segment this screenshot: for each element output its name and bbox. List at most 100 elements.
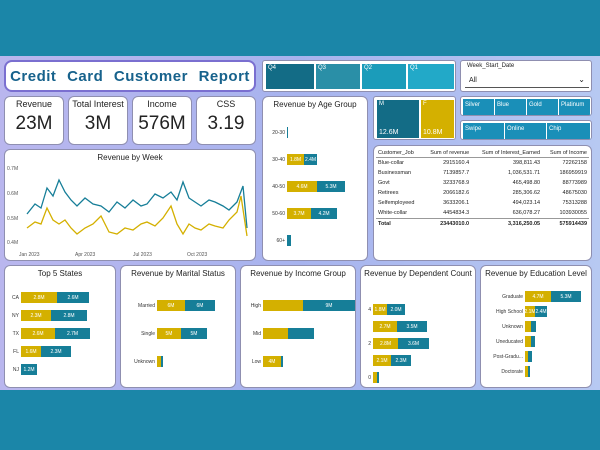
- kpi-css[interactable]: CSS 3.19: [196, 96, 256, 145]
- bar-segment-teal[interactable]: 5M: [181, 328, 207, 339]
- bar-segment-gold[interactable]: [263, 300, 303, 311]
- bar-segment-teal[interactable]: [528, 366, 530, 377]
- bar-segment-gold[interactable]: [525, 351, 528, 362]
- income-group-chart[interactable]: High 9M Mid Low 4M: [241, 266, 355, 387]
- bar-segment-gold[interactable]: 2.1M: [524, 306, 536, 317]
- bar-segment-teal[interactable]: [531, 336, 535, 347]
- bar-segment-teal[interactable]: 2.8M: [51, 310, 87, 321]
- bar-segment-gold[interactable]: 2.8M: [21, 292, 57, 303]
- bar-segment-gold[interactable]: 4M: [263, 356, 281, 367]
- age-group-chart[interactable]: 20-30 30-40 1.8M 2.4M 40-50 4.6M 5.3M 50-60 3.7M…: [263, 97, 367, 260]
- bar-segment-gold[interactable]: 6M: [157, 300, 185, 311]
- bar-segment-teal[interactable]: 3.5M: [397, 321, 427, 332]
- bar-segment-teal[interactable]: [377, 372, 379, 383]
- bar-segment-gold[interactable]: 2.3M: [21, 310, 51, 321]
- bar-segment-teal[interactable]: [281, 356, 283, 367]
- kpi-revenue[interactable]: Revenue 23M: [4, 96, 64, 145]
- chart-title: Revenue by Age Group: [273, 100, 357, 109]
- bar-segment-teal[interactable]: 4.2M: [311, 208, 337, 219]
- bar-segment-teal[interactable]: 9M: [303, 300, 355, 311]
- education-level-chart[interactable]: Graduate 4.7M 5.3M High School 2.1M 2.4M Unkno…: [481, 266, 591, 387]
- bar-segment-teal[interactable]: 1.2M: [21, 364, 37, 375]
- kpi-income[interactable]: Income 576M: [132, 96, 192, 145]
- bar-segment-teal[interactable]: 5.3M: [551, 291, 581, 302]
- job-table[interactable]: Customer_Job Sum of revenue Sum of Inter…: [376, 149, 589, 229]
- income-group-card: Revenue by Income Group High 9M Mid Low 4M: [240, 265, 356, 388]
- table-cell: Retirees: [378, 190, 399, 196]
- exp-type-swipe[interactable]: Swipe: [463, 123, 505, 139]
- bar-segment-teal[interactable]: 5.3M: [317, 181, 345, 192]
- bar-segment-teal[interactable]: 2.3M: [41, 346, 71, 357]
- bar-segment-teal[interactable]: 2.4M: [535, 306, 547, 317]
- bar-segment-teal[interactable]: 2.7M: [55, 328, 90, 339]
- category-label: 50-60: [272, 211, 285, 217]
- bar-segment-teal[interactable]: 2.6M: [57, 292, 89, 303]
- table-row[interactable]: Businessman 7139857.7 1,036,531.71 18695991…: [376, 168, 589, 178]
- column-header[interactable]: Customer_Job: [376, 149, 423, 158]
- bar-segment-teal[interactable]: 3.6M: [398, 338, 429, 349]
- bar-segment-teal[interactable]: 2.3M: [391, 355, 411, 366]
- bar-segment-teal[interactable]: [288, 328, 314, 339]
- quarter-tile-q3[interactable]: Q3: [315, 63, 361, 90]
- bar-segment-gold[interactable]: 1.8M: [373, 304, 387, 315]
- card-type-gold[interactable]: Gold: [527, 99, 559, 115]
- bar-segment-teal[interactable]: 2.0M: [387, 304, 405, 315]
- week-slicer-dropdown[interactable]: All ⌄: [465, 74, 589, 88]
- bar-segment-teal[interactable]: 6M: [185, 300, 215, 311]
- exp-type-chip[interactable]: Chip: [547, 123, 591, 139]
- chart-title: Revenue by Income Group: [250, 269, 346, 278]
- table-header-row: Customer_Job Sum of revenue Sum of Inter…: [376, 149, 589, 158]
- bar-segment-gold[interactable]: 1.8M: [287, 154, 304, 165]
- bar-segment-gold[interactable]: [157, 356, 161, 367]
- table-cell: 494,023.14: [512, 200, 541, 206]
- bar-segment-gold[interactable]: 3.7M: [287, 208, 311, 219]
- bar-segment-gold[interactable]: 5M: [157, 328, 181, 339]
- quarter-tile-q2[interactable]: Q2: [361, 63, 407, 90]
- dependent-count-chart[interactable]: 4 1.8M 2.0M 2.7M 3.5M 2 2.8M 3.6M 2.1M 2.3M 0: [361, 266, 475, 387]
- table-row[interactable]: White-collar 4454834.3 636,078.27 103930055: [376, 208, 589, 219]
- bar-segment-teal[interactable]: [531, 321, 536, 332]
- table-cell: 1,036,531.71: [507, 170, 541, 176]
- exp-type-online[interactable]: Online: [505, 123, 547, 139]
- bar-segment-gold[interactable]: 2.8M: [373, 338, 398, 349]
- bar-segment-teal[interactable]: 2.4M: [304, 154, 317, 165]
- bar-segment-gold[interactable]: [373, 372, 377, 383]
- bar-segment-gold[interactable]: 2.1M: [373, 355, 391, 366]
- gender-tile-f[interactable]: F 10.8M: [420, 99, 455, 139]
- table-row[interactable]: Selfemployeed 3633206.1 494,023.14 75313288: [376, 198, 589, 208]
- bar-segment-gold[interactable]: 1.6M: [21, 346, 41, 357]
- gender-m-label: M: [379, 101, 384, 107]
- table-row[interactable]: Blue-collar 2915160.4 398,811.43 72262158: [376, 158, 589, 169]
- table-row[interactable]: Retirees 2066182.6 285,306.62 48675030: [376, 188, 589, 198]
- column-header[interactable]: Sum of Income: [542, 149, 589, 158]
- bar-segment-gold[interactable]: [263, 328, 288, 339]
- bar-segment-gold[interactable]: 2.6M: [21, 328, 55, 339]
- table-row[interactable]: Govt 3233768.9 465,498.80 88773989: [376, 178, 589, 188]
- quarter-tile-q1[interactable]: Q1: [407, 63, 455, 90]
- revenue-by-week-chart[interactable]: 0.7M 0.6M 0.5M 0.4M Jan 2023 Apr 2023 Ju…: [5, 162, 256, 261]
- bar-segment-teal[interactable]: [528, 351, 532, 362]
- x-tick: Jul 2023: [133, 252, 152, 258]
- bar-segment-gold[interactable]: 4.6M: [287, 181, 317, 192]
- card-type-platinum[interactable]: Platinum: [559, 99, 591, 115]
- card-type-silver[interactable]: Silver: [463, 99, 495, 115]
- chart-title: Revenue by Dependent Count: [364, 269, 472, 278]
- gender-tile-m[interactable]: M 12.6M: [376, 99, 420, 139]
- bar-segment-gold[interactable]: 4.7M: [525, 291, 551, 302]
- bar-segment-gold[interactable]: 2.7M: [373, 321, 397, 332]
- bar-segment-teal[interactable]: [287, 235, 291, 246]
- column-header[interactable]: Sum of revenue: [422, 149, 472, 158]
- top-states-chart[interactable]: CA 2.8M 2.6M NY 2.3M 2.8M TX 2.6M 2.7M FL 1.6M 2.3M…: [5, 266, 115, 387]
- y-tick: 0.5M: [7, 216, 18, 222]
- bar-segment-gold[interactable]: [525, 321, 531, 332]
- gender-f-label: F: [423, 101, 427, 107]
- category-label: 60+: [276, 238, 285, 244]
- bar-segment-gold[interactable]: [525, 336, 531, 347]
- card-type-blue[interactable]: Blue: [495, 99, 527, 115]
- bar-segment-gold[interactable]: [525, 366, 528, 377]
- kpi-total-interest[interactable]: Total Interest 3M: [68, 96, 128, 145]
- marital-status-chart[interactable]: Married 6M 6M Single 5M 5M Unknown: [121, 266, 235, 387]
- quarter-tile-q4[interactable]: Q4: [265, 63, 315, 90]
- column-header[interactable]: Sum of Interest_Earned: [471, 149, 543, 158]
- bar-segment-teal[interactable]: [161, 356, 163, 367]
